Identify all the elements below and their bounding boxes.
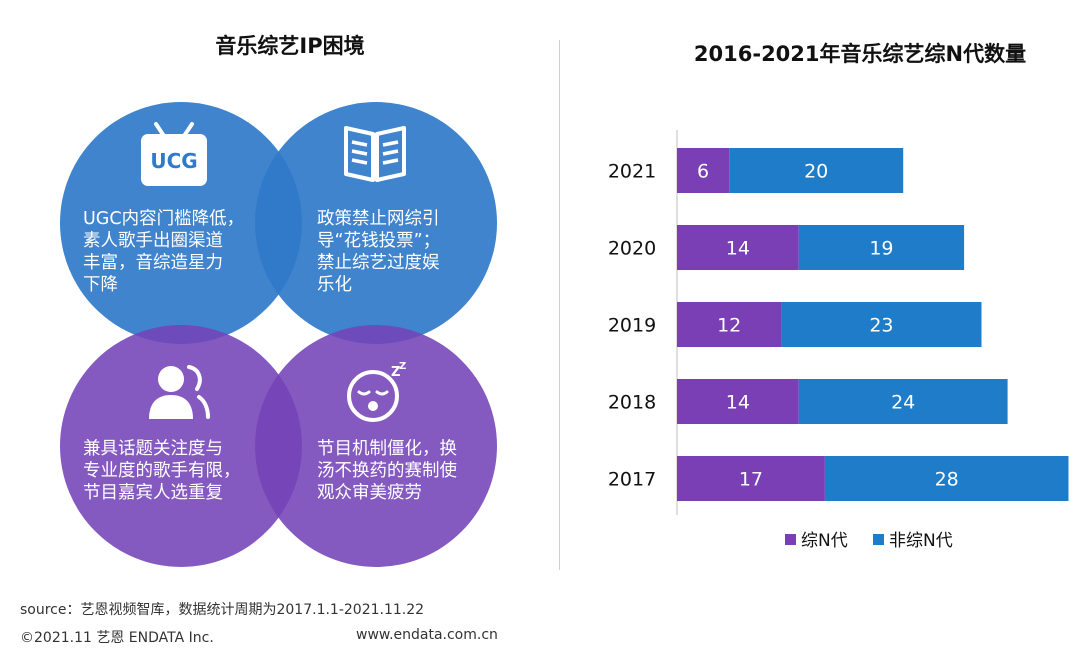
chart-title: 2016-2021年音乐综艺综N代数量 — [693, 42, 1027, 66]
source-note: source：艺恩视频智库，数据统计周期为2017.1.1-2021.11.22 — [20, 602, 425, 618]
tv-ucg-label: UCG — [150, 149, 197, 173]
legend-swatch — [785, 534, 796, 545]
svg-text:Z: Z — [399, 361, 406, 372]
data-label: 24 — [891, 392, 915, 414]
y-tick-label: 2018 — [608, 392, 656, 414]
legend-label: 综N代 — [801, 531, 848, 551]
tv-ucg-icon: UCG — [141, 122, 207, 186]
circle-policy-text: 政策禁止网综引 导“花钱投票”； 禁止综艺过度娱 乐化 — [317, 209, 441, 295]
people-icon — [149, 365, 210, 419]
bar-fei-zong-n-dai — [729, 148, 904, 193]
left-panel-title: 音乐综艺IP困境 — [215, 34, 365, 58]
bar-fei-zong-n-dai — [798, 379, 1008, 424]
data-label: 17 — [739, 469, 763, 491]
circle-ugc-text: UGC内容门槛降低， 素人歌手出圈渠道 丰富，音综造星力 下降 — [83, 209, 245, 295]
bar-zong-n-dai — [677, 302, 782, 347]
circle-format-text: 节目机制僵化，换 汤不换药的赛制使 观众审美疲劳 — [317, 439, 457, 503]
copyright: ©2021.11 艺恩 ENDATA Inc. — [20, 630, 214, 646]
bar-fei-zong-n-dai — [781, 302, 982, 347]
bar-zong-n-dai — [677, 148, 730, 193]
circle-guests-text: 兼具话题关注度与 专业度的歌手有限， 节目嘉宾人选重复 — [83, 439, 241, 503]
document-icon — [344, 126, 406, 182]
bar-zong-n-dai — [677, 379, 799, 424]
bar-fei-zong-n-dai — [798, 225, 965, 270]
panel-divider — [559, 40, 560, 570]
ip-dilemma-circles: UCG Z Z UGC内容门槛降低， 素人歌手出圈渠道 丰富，音综造星力 下降 … — [55, 100, 505, 585]
data-label: 14 — [726, 392, 750, 414]
website-link: www.endata.com.cn — [356, 627, 498, 643]
circle-format — [255, 325, 497, 567]
y-tick-label: 2019 — [608, 315, 656, 337]
data-label: 14 — [726, 238, 750, 260]
bar-zong-n-dai — [677, 456, 825, 501]
legend-swatch — [873, 534, 884, 545]
bar-fei-zong-n-dai — [824, 456, 1069, 501]
legend-label: 非综N代 — [889, 531, 953, 551]
y-tick-label: 2021 — [608, 161, 656, 183]
svg-text:Z: Z — [391, 365, 400, 380]
data-label: 23 — [869, 315, 893, 337]
y-tick-label: 2020 — [608, 238, 656, 260]
data-label: 12 — [717, 315, 741, 337]
data-label: 6 — [697, 161, 709, 183]
data-label: 28 — [935, 469, 959, 491]
sleepy-face-icon: Z Z — [347, 361, 406, 422]
bar-zong-n-dai — [677, 225, 799, 270]
y-tick-label: 2017 — [608, 469, 656, 491]
data-label: 20 — [804, 161, 828, 183]
data-label: 19 — [869, 238, 893, 260]
